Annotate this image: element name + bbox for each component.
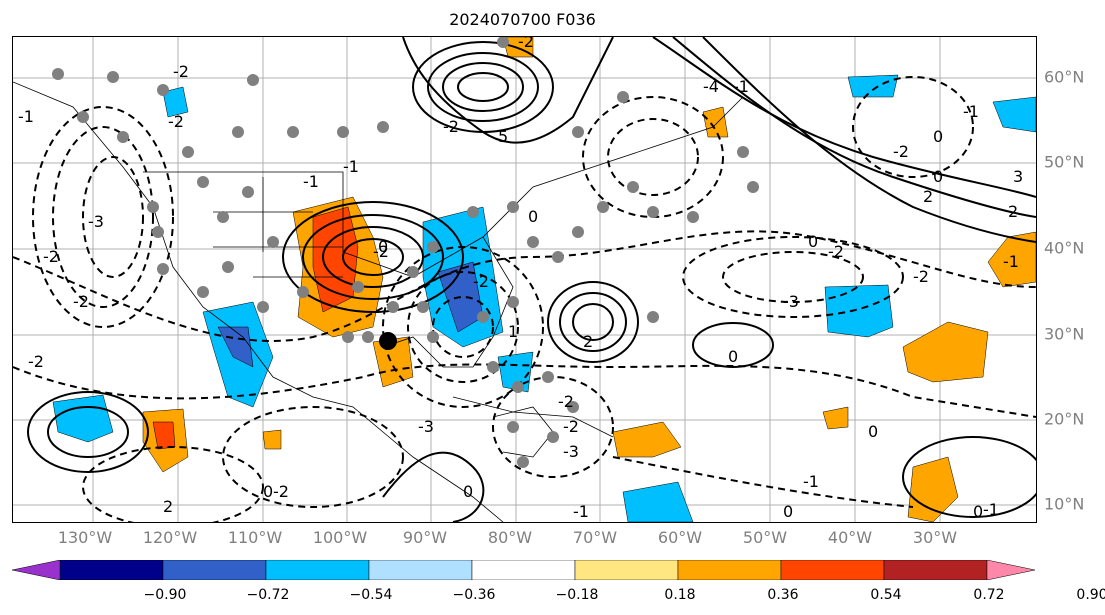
colorbar-tick-label: −0.72 — [246, 587, 290, 603]
contour-label: 1 — [508, 322, 518, 341]
contour-label: -1 — [963, 102, 979, 121]
colorbar — [11, 560, 1036, 580]
latitude-label: 50°N — [1044, 152, 1085, 172]
latitude-label: 60°N — [1044, 67, 1085, 87]
colorbar-tick-label: 0.90 — [1076, 587, 1105, 603]
contour-label: -2 — [443, 117, 459, 136]
contour-label: -1 — [983, 500, 999, 519]
colorbar-segment — [677, 560, 782, 580]
contour-label: 3 — [1013, 167, 1023, 186]
contour-label: 0 — [933, 127, 943, 146]
longitude-label: 120°W — [142, 528, 198, 547]
contour-label: -3 — [783, 292, 799, 311]
colorbar-tick-label: 0.18 — [664, 587, 696, 603]
contour-label: -1 — [343, 157, 359, 176]
positive-contours — [27, 37, 1036, 522]
colorbar-tick-label: −0.54 — [349, 587, 393, 603]
latitude-label: 40°N — [1044, 238, 1085, 258]
longitude-label: 60°W — [657, 528, 703, 547]
contour-label: 0 — [783, 502, 793, 521]
contour-label: 2 — [923, 187, 933, 206]
longitude-label: 100°W — [312, 528, 368, 547]
colorbar-segment — [59, 560, 164, 580]
map-title: 2024070700 F036 — [449, 10, 596, 29]
contour-label: -2 — [558, 392, 574, 411]
colorbar-segment — [780, 560, 885, 580]
colorbar-tick-label: 0.72 — [973, 587, 1005, 603]
gridlines — [13, 37, 1036, 522]
longitude-label: 70°W — [572, 528, 618, 547]
contour-label: -2 — [518, 37, 534, 51]
contour-label: 0 — [933, 167, 943, 186]
contour-label: 0 — [528, 207, 538, 226]
latitude-label: 10°N — [1044, 494, 1085, 514]
contour-label: 2 — [583, 332, 593, 351]
contour-label: -2 — [73, 292, 89, 311]
contour-label: -1 — [1003, 252, 1019, 271]
contour-label: -3 — [418, 417, 434, 436]
colorbar-tick-label: −0.18 — [555, 587, 599, 603]
contour-label: 2 — [163, 497, 173, 516]
colorbar-segment — [574, 560, 679, 580]
colorbar-tick-label: 0.36 — [767, 587, 799, 603]
colorbar-max-arrow — [986, 560, 1036, 580]
contour-label: -2 — [28, 352, 44, 371]
contour-label: 0 — [808, 232, 818, 251]
colorbar-tick-label: −0.90 — [143, 587, 187, 603]
contour-label: -2 — [473, 272, 489, 291]
longitude-label: 40°W — [827, 528, 873, 547]
longitude-label: 30°W — [912, 528, 958, 547]
colorbar-tick-label: 0.54 — [870, 587, 902, 603]
longitude-label: 50°W — [742, 528, 788, 547]
contour-label: -1 — [803, 472, 819, 491]
contour-label: 0 — [463, 482, 473, 501]
contour-label: -3 — [563, 442, 579, 461]
colorbar-segment — [162, 560, 267, 580]
map-plot: -2-2-3-2-2-2-1-10-1-20-21230-2-3-2-2220-… — [13, 37, 1036, 522]
contour-label: -1 — [573, 502, 589, 521]
station-points — [52, 37, 759, 468]
contour-label: 5 — [498, 127, 508, 146]
colorbar-segment — [471, 560, 576, 580]
contour-label: 0 — [973, 502, 983, 521]
contour-label: 0 — [868, 422, 878, 441]
negative-contours — [13, 76, 1036, 522]
longitude-label: 80°W — [487, 528, 533, 547]
contour-label: -2 — [173, 62, 189, 81]
colorbar-min-arrow — [11, 560, 61, 580]
contour-label: -2 — [43, 247, 59, 266]
contour-label: -2 — [828, 242, 844, 261]
colorbar-segment — [883, 560, 988, 580]
longitude-label: 90°W — [402, 528, 448, 547]
latitude-label: 30°N — [1044, 324, 1085, 344]
colorbar-segment — [368, 560, 473, 580]
contour-label: 0 — [263, 482, 273, 501]
contour-label: -2 — [373, 242, 389, 261]
map-panel: -2 -2 -3 -2 -2 -2 -1 -1 0 -1 -2 0 -2 1 2 3 0 -2 -3 -2 -2 2 2 0-… — [12, 36, 1037, 523]
coastlines — [13, 81, 744, 522]
contour-label: -2 — [168, 112, 184, 131]
contour-label: 0 — [728, 347, 738, 366]
longitude-label: 130°W — [57, 528, 113, 547]
latitude-label: 20°N — [1044, 409, 1085, 429]
contour-label: -2 — [273, 482, 289, 501]
contour-labels: -2-2-3-2-2-2-1-10-1-20-21230-2-3-2-2220-… — [18, 37, 1023, 521]
contour-label: -1 — [18, 107, 34, 126]
colorbar-tick-label: −0.36 — [452, 587, 496, 603]
marker-dot — [379, 332, 397, 350]
contour-label: -1 — [733, 77, 749, 96]
longitude-label: 110°W — [227, 528, 283, 547]
contour-label: -4 — [703, 77, 719, 96]
contour-label: -3 — [88, 212, 104, 231]
contour-label: -2 — [893, 142, 909, 161]
contour-label: 2 — [1008, 202, 1018, 221]
colorbar-segment — [265, 560, 370, 580]
contour-label: -2 — [913, 267, 929, 286]
contour-label: 0 — [378, 237, 388, 256]
contour-label: -1 — [303, 172, 319, 191]
contour-label: -2 — [563, 417, 579, 436]
